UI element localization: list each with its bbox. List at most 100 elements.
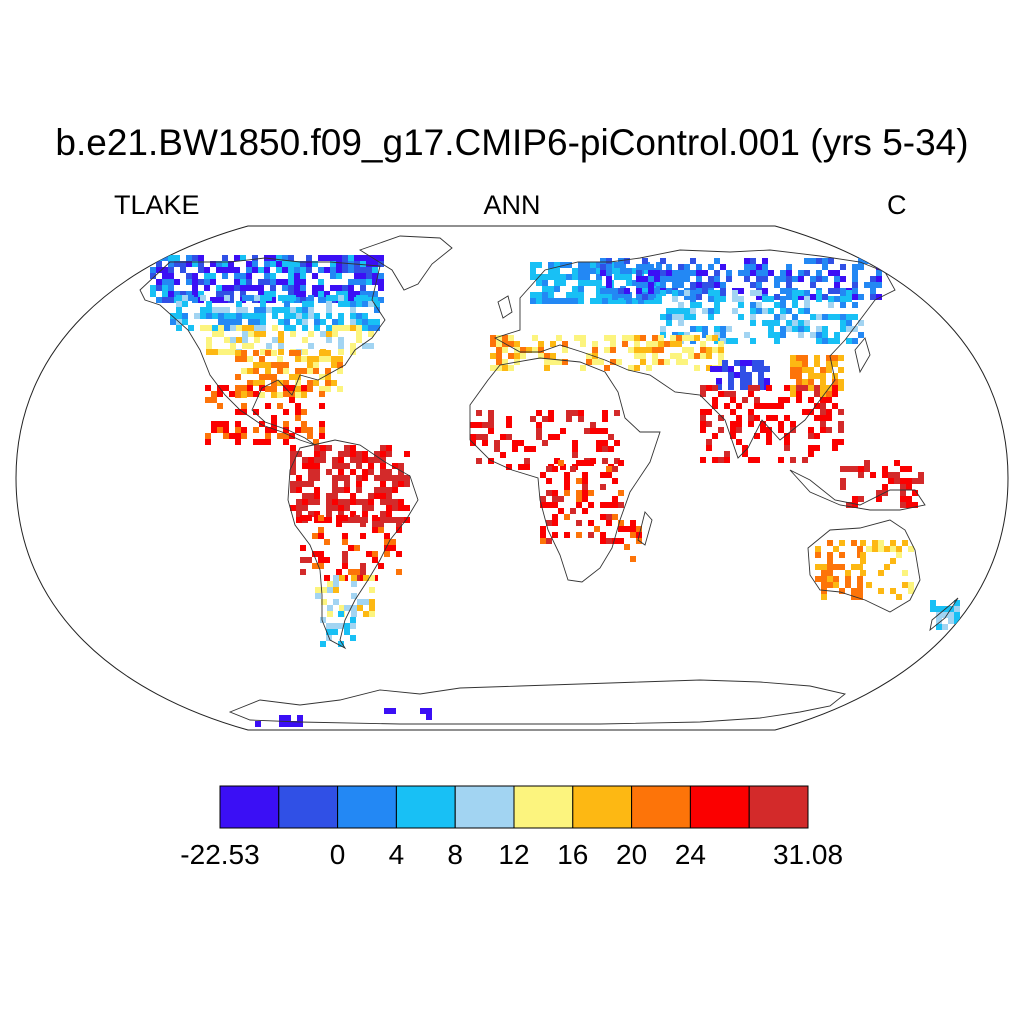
lake-cell bbox=[780, 270, 786, 276]
lake-cell bbox=[258, 285, 264, 291]
lake-cell bbox=[488, 458, 494, 464]
lake-cell bbox=[852, 326, 858, 332]
lake-cell bbox=[636, 294, 642, 300]
lake-cell bbox=[684, 308, 690, 314]
lake-cell bbox=[846, 326, 852, 332]
lake-cell bbox=[730, 391, 736, 397]
lake-cell bbox=[350, 445, 356, 451]
lake-cell bbox=[296, 487, 302, 493]
lake-cell bbox=[326, 505, 332, 511]
lake-cell bbox=[380, 517, 386, 523]
lake-cell bbox=[362, 505, 368, 511]
lake-cell bbox=[816, 332, 822, 338]
lake-cell bbox=[264, 291, 270, 297]
lake-cell bbox=[870, 282, 876, 288]
lake-cell bbox=[750, 320, 756, 326]
lake-cell bbox=[780, 288, 786, 294]
lake-cell bbox=[235, 374, 241, 380]
lake-cell bbox=[470, 434, 476, 440]
lake-cell bbox=[820, 391, 826, 397]
lake-cell bbox=[236, 313, 242, 319]
lake-cell bbox=[758, 378, 764, 384]
lake-cell bbox=[734, 360, 740, 366]
colorbar-box bbox=[748, 785, 809, 829]
lake-cell bbox=[278, 349, 284, 355]
lake-cell bbox=[390, 539, 396, 545]
lake-cell bbox=[828, 258, 834, 264]
colorbar-tick-label: 24 bbox=[675, 839, 706, 870]
lake-cell bbox=[821, 564, 827, 570]
lake-cell bbox=[576, 520, 582, 526]
lake-cell bbox=[548, 416, 554, 422]
lake-cell bbox=[384, 533, 390, 539]
lake-cell bbox=[326, 493, 332, 499]
lake-cell bbox=[602, 298, 608, 304]
lake-cell bbox=[600, 288, 606, 294]
lake-cell bbox=[270, 273, 276, 279]
lake-cell bbox=[652, 335, 658, 341]
lake-cell bbox=[754, 457, 760, 463]
lake-cell bbox=[333, 599, 339, 605]
lake-cell bbox=[588, 460, 594, 466]
lake-cell bbox=[162, 255, 168, 261]
lake-cell bbox=[784, 397, 790, 403]
lake-cell bbox=[576, 490, 582, 496]
lake-cell bbox=[302, 457, 308, 463]
lake-cell bbox=[242, 307, 248, 313]
lake-cell bbox=[672, 308, 678, 314]
lake-cell bbox=[386, 505, 392, 511]
lake-cell bbox=[814, 415, 820, 421]
lake-cell bbox=[369, 611, 375, 617]
lake-cell bbox=[764, 378, 770, 384]
lake-cell bbox=[720, 288, 726, 294]
lake-cell bbox=[578, 286, 584, 292]
lake-cell bbox=[622, 335, 628, 341]
lake-cell bbox=[482, 434, 488, 440]
lake-cell bbox=[688, 347, 694, 353]
lake-cell bbox=[236, 337, 242, 343]
lake-cell bbox=[357, 599, 363, 605]
lake-cell bbox=[538, 347, 544, 353]
lake-cell bbox=[284, 307, 290, 313]
lake-cell bbox=[834, 282, 840, 288]
lake-cell bbox=[552, 490, 558, 496]
lake-cell bbox=[362, 295, 368, 301]
lake-cell bbox=[324, 539, 330, 545]
lake-cell bbox=[840, 290, 846, 296]
lake-cell bbox=[318, 557, 324, 563]
lake-cell bbox=[344, 605, 350, 611]
lake-cell bbox=[506, 434, 512, 440]
lake-cell bbox=[241, 433, 247, 439]
lake-cell bbox=[821, 588, 827, 594]
lake-cell bbox=[606, 270, 612, 276]
lake-cell bbox=[318, 285, 324, 291]
lake-cell bbox=[384, 551, 390, 557]
lake-cell bbox=[332, 499, 338, 505]
lake-cell bbox=[211, 421, 217, 427]
lake-cell bbox=[366, 273, 372, 279]
lake-cell bbox=[796, 397, 802, 403]
lake-cell bbox=[832, 439, 838, 445]
lake-cell bbox=[282, 255, 288, 261]
lake-cell bbox=[560, 262, 566, 268]
lake-cell bbox=[300, 515, 306, 521]
lake-cell bbox=[420, 708, 426, 714]
lake-cell bbox=[228, 285, 234, 291]
lake-cell bbox=[192, 297, 198, 303]
lake-cell bbox=[301, 409, 307, 415]
lake-cell bbox=[634, 353, 640, 359]
lake-cell bbox=[574, 335, 580, 341]
lake-cell bbox=[840, 302, 846, 308]
lake-cell bbox=[500, 434, 506, 440]
plot-title: b.e21.BW1850.f09_g17.CMIP6-piControl.001… bbox=[55, 122, 969, 163]
lake-cell bbox=[610, 347, 616, 353]
lake-cell bbox=[368, 493, 374, 499]
lake-cell bbox=[306, 515, 312, 521]
lake-cell bbox=[538, 353, 544, 359]
lake-cell bbox=[890, 546, 896, 552]
lake-cell bbox=[368, 301, 374, 307]
lake-cell bbox=[302, 307, 308, 313]
lake-cell bbox=[648, 294, 654, 300]
lake-cell bbox=[682, 359, 688, 365]
lake-cell bbox=[840, 276, 846, 282]
